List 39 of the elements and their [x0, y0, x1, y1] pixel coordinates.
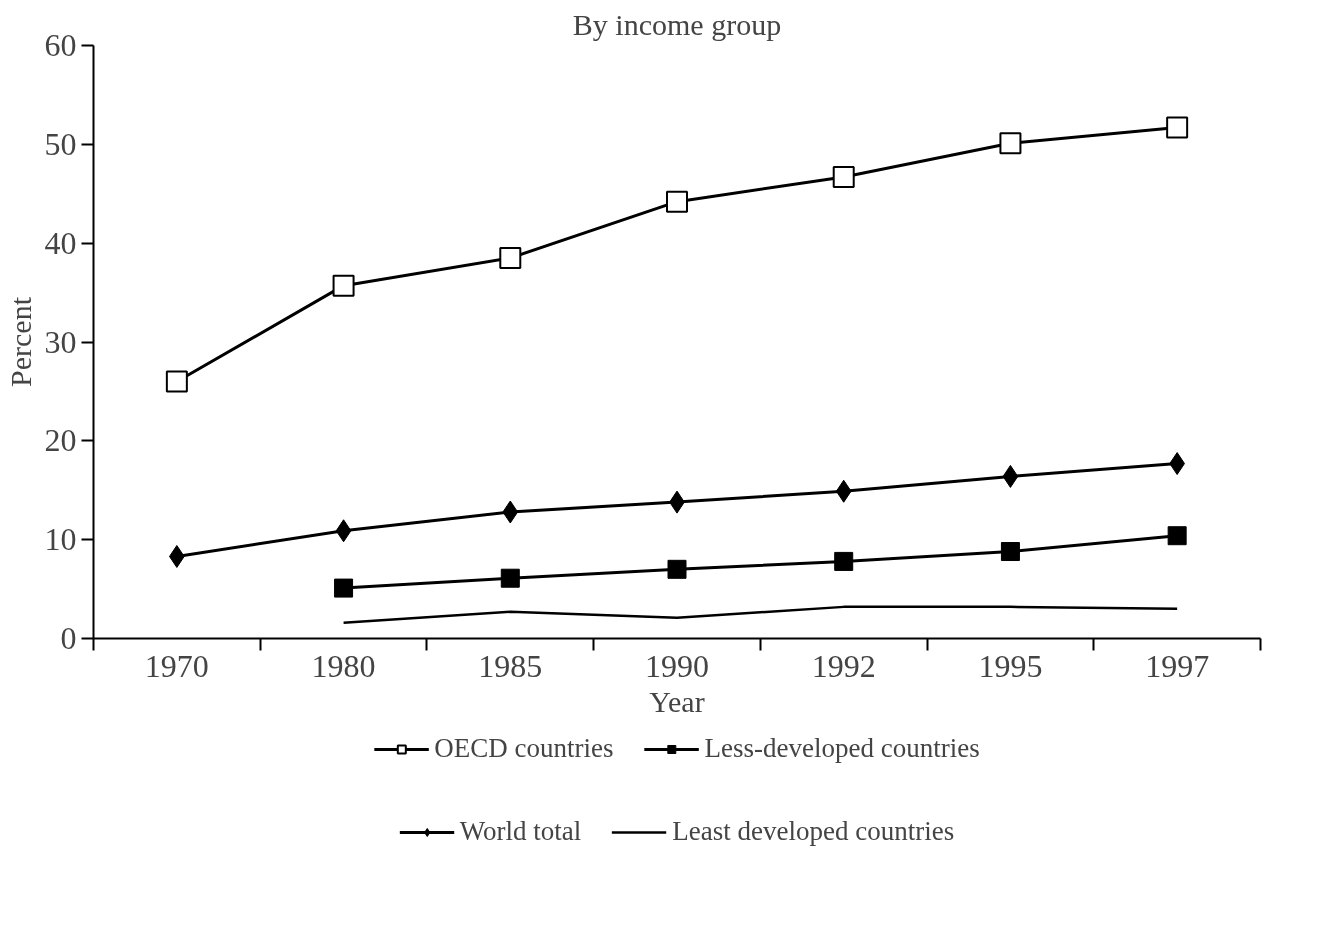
- chart-title: By income group: [572, 7, 782, 41]
- y-tick-label: 10: [44, 521, 77, 558]
- point: [999, 132, 1022, 155]
- point: [500, 568, 520, 588]
- y-tick-label: 60: [44, 27, 77, 63]
- point: [335, 519, 352, 543]
- y-tick-label: 50: [44, 125, 77, 162]
- point: [165, 370, 188, 393]
- point: [499, 246, 522, 269]
- point: [1000, 542, 1020, 562]
- x-tick-label: 1970: [144, 647, 209, 684]
- point: [1166, 116, 1189, 139]
- x-tick-label: 1992: [811, 647, 876, 684]
- point: [502, 500, 519, 524]
- x-tick-label: 1985: [478, 647, 543, 684]
- x-tick-label: 1995: [978, 647, 1043, 684]
- point: [832, 165, 855, 188]
- y-tick-label: 40: [44, 224, 77, 261]
- line-series: [342, 605, 1179, 624]
- point: [835, 479, 852, 503]
- x-axis-title: Year: [649, 684, 705, 718]
- point: [834, 551, 854, 571]
- point: [1167, 526, 1187, 546]
- point: [332, 274, 355, 297]
- point: [1002, 464, 1019, 488]
- legend-label: OECD countries: [434, 733, 614, 764]
- point: [666, 190, 688, 213]
- x-tick-label: 1997: [1145, 647, 1210, 684]
- x-tick-label: 1980: [311, 647, 376, 684]
- legend-label: World total: [459, 816, 582, 847]
- y-tick-label: 20: [44, 422, 77, 459]
- legend-label: Least developed countries: [672, 816, 955, 847]
- y-tick-label: 30: [44, 323, 77, 360]
- x-tick-label: 1990: [645, 647, 709, 684]
- point: [334, 578, 354, 598]
- y-axis-title: Percent: [3, 296, 37, 387]
- legend-label: Less-developed countries: [704, 733, 980, 764]
- y-tick-label: 0: [60, 620, 77, 656]
- point: [667, 559, 687, 579]
